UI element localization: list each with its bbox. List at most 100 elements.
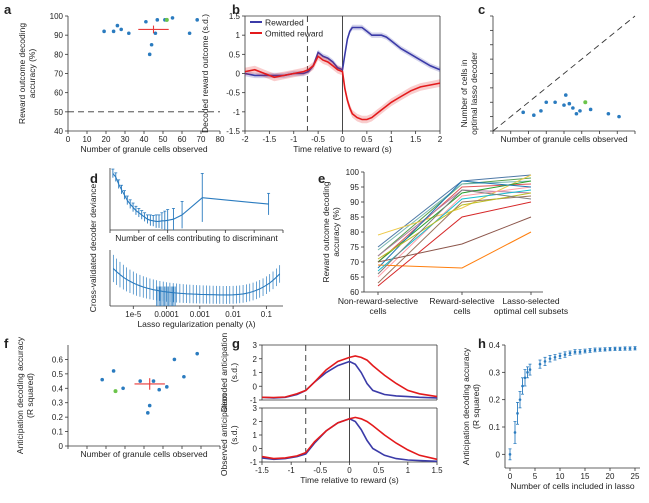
panel-h-point <box>548 357 552 360</box>
panel-a-ytick-label: 60 <box>54 89 63 98</box>
panel-a-highlight-point <box>164 17 169 22</box>
panel-e-ytick-label: 95 <box>350 183 359 192</box>
panel-h-xtick-label: 20 <box>606 472 615 481</box>
panel-c-xlabel: Number of granule cells observed <box>500 134 627 144</box>
panel-g-top-ytick-label: -1 <box>250 396 258 405</box>
panel-b-xtick-label: -2 <box>241 135 249 144</box>
panel-a-point <box>119 27 123 32</box>
panel-e-category-label: cells <box>453 306 470 316</box>
panel-b-xtick-label: -0.5 <box>311 135 325 144</box>
panel-c-point <box>553 100 557 105</box>
panel-h-ytick-label: 0 <box>496 450 501 459</box>
panel-a-xtick-label: 30 <box>121 135 130 144</box>
panel-b-ylabel: Decoded reward outcome (s.d.) <box>200 14 210 133</box>
panel-c-point <box>574 111 579 116</box>
panel-h-point <box>538 362 542 366</box>
panel-e-category-label: Reward-selective <box>429 296 494 306</box>
panel-h-point <box>528 368 532 371</box>
panel-a-ytick-label: 90 <box>54 31 63 40</box>
panel-b-xtick-label: 0.5 <box>361 135 373 144</box>
panel-c-point <box>544 100 549 105</box>
panel-e-line <box>377 180 532 251</box>
panel-label-h: h <box>478 336 486 351</box>
panel-e-line <box>377 189 532 275</box>
panel-e-line <box>377 195 532 284</box>
panel-h-point <box>543 360 547 363</box>
panel-a-point <box>102 29 106 34</box>
panel-a-xtick-label: 10 <box>83 135 92 144</box>
panel-e-ytick-label: 80 <box>350 228 359 237</box>
panel-b-ytick-label: 1.5 <box>229 12 241 21</box>
panel-e-line <box>377 231 532 269</box>
panel-a-point <box>170 16 175 20</box>
panel-h-point <box>613 347 617 351</box>
panel-h-point <box>608 347 612 351</box>
panel-h-point <box>518 398 522 401</box>
panel-label-f: f <box>4 336 9 351</box>
panel-e-ytick-label: 100 <box>346 168 360 177</box>
panel-a-ylabel: Reward outcome decodingaccuracy (%) <box>17 23 37 124</box>
panel-a-xtick-label: 40 <box>140 135 149 144</box>
panel-b-ytick-label: -0.5 <box>226 89 240 98</box>
panel-a-ytick-label: 100 <box>50 12 64 21</box>
panel-g-bottom-ylabel: Observed anticipation(s.d.) <box>219 394 239 476</box>
panel-h-point <box>588 349 592 352</box>
panel-c-point <box>567 101 572 106</box>
panel-g-top-ytick-label: 3 <box>253 341 258 350</box>
panel-a-xtick-label: 80 <box>216 135 225 144</box>
panel-a-point <box>111 29 116 34</box>
panel-e-ytick-label: 85 <box>350 213 359 222</box>
panel-h-point <box>563 353 567 356</box>
panel-e-category-label: Lasso-selected <box>502 296 559 306</box>
panel-c-point <box>532 113 536 117</box>
panel-f-point <box>111 369 116 373</box>
panel-h-point <box>623 347 627 350</box>
panel-e-line <box>377 201 532 287</box>
panel-g-top-ytick-label: 0 <box>253 382 258 391</box>
panel-c-point <box>617 114 621 119</box>
panel-f-ytick-label: 0.6 <box>52 355 64 364</box>
panel-g-top-ytick-label: 2 <box>253 355 258 364</box>
panel-g-bottom-ytick-label: -1 <box>250 458 258 467</box>
panel-h-point <box>593 348 597 352</box>
panel-f-point <box>146 411 150 415</box>
panel-c-point <box>562 103 566 107</box>
panel-f-ytick-label: 0.3 <box>52 399 64 408</box>
panel-g-bottom-xlabel: Time relative to reward (s) <box>300 475 399 485</box>
panel-a-point <box>147 52 152 57</box>
panel-a-xtick-label: 70 <box>197 135 206 144</box>
panel-b-xlabel: Time relative to reward (s) <box>293 144 392 154</box>
panel-f-xlabel: Number of granule cells observed <box>80 449 207 459</box>
panel-label-d: d <box>90 171 98 186</box>
panel-d-ylabel-shared-ylabel: Cross-validated decoder deviance <box>88 183 98 312</box>
panel-label-a: a <box>4 2 12 17</box>
panel-h-ytick-label: 0.1 <box>489 423 501 432</box>
panel-d-bottom-xtick-label: 1e-5 <box>125 310 142 319</box>
panel-e-ytick-label: 60 <box>350 288 359 297</box>
panel-b-line-1 <box>244 55 441 121</box>
panel-c-point <box>539 109 543 113</box>
panel-h-xtick-label: 5 <box>533 472 538 481</box>
panel-e-ylabel: Reward outcome decodingaccuracy (%) <box>321 181 341 282</box>
panel-c-point <box>571 106 575 110</box>
panel-d-bottom-xtick-label: 0.01 <box>225 310 241 319</box>
panel-g-bottom-xtick-label: -1.5 <box>255 466 269 475</box>
panel-label-c: c <box>478 2 485 17</box>
panel-g-bottom-xtick-label: -1 <box>288 466 296 475</box>
panel-a-ytick-label: 50 <box>54 108 63 117</box>
panel-label-e: e <box>318 171 325 186</box>
panel-e-ytick-label: 70 <box>350 258 359 267</box>
panel-a-point <box>149 42 154 47</box>
panel-e-line <box>377 174 532 236</box>
panel-e-line <box>377 189 532 272</box>
panel-g-bottom-xtick-label: 0.5 <box>373 466 385 475</box>
panel-f-point <box>195 351 199 356</box>
panel-b-ytick-label: 1 <box>236 31 241 40</box>
panel-a-ytick-label: 80 <box>54 50 63 59</box>
panel-b-xtick-label: 1 <box>389 135 394 144</box>
panel-a-point <box>195 18 199 22</box>
panel-f-ytick-label: 0.1 <box>52 428 64 437</box>
panel-f-ytick-label: 0.4 <box>52 384 64 393</box>
panel-c-point <box>588 107 593 112</box>
